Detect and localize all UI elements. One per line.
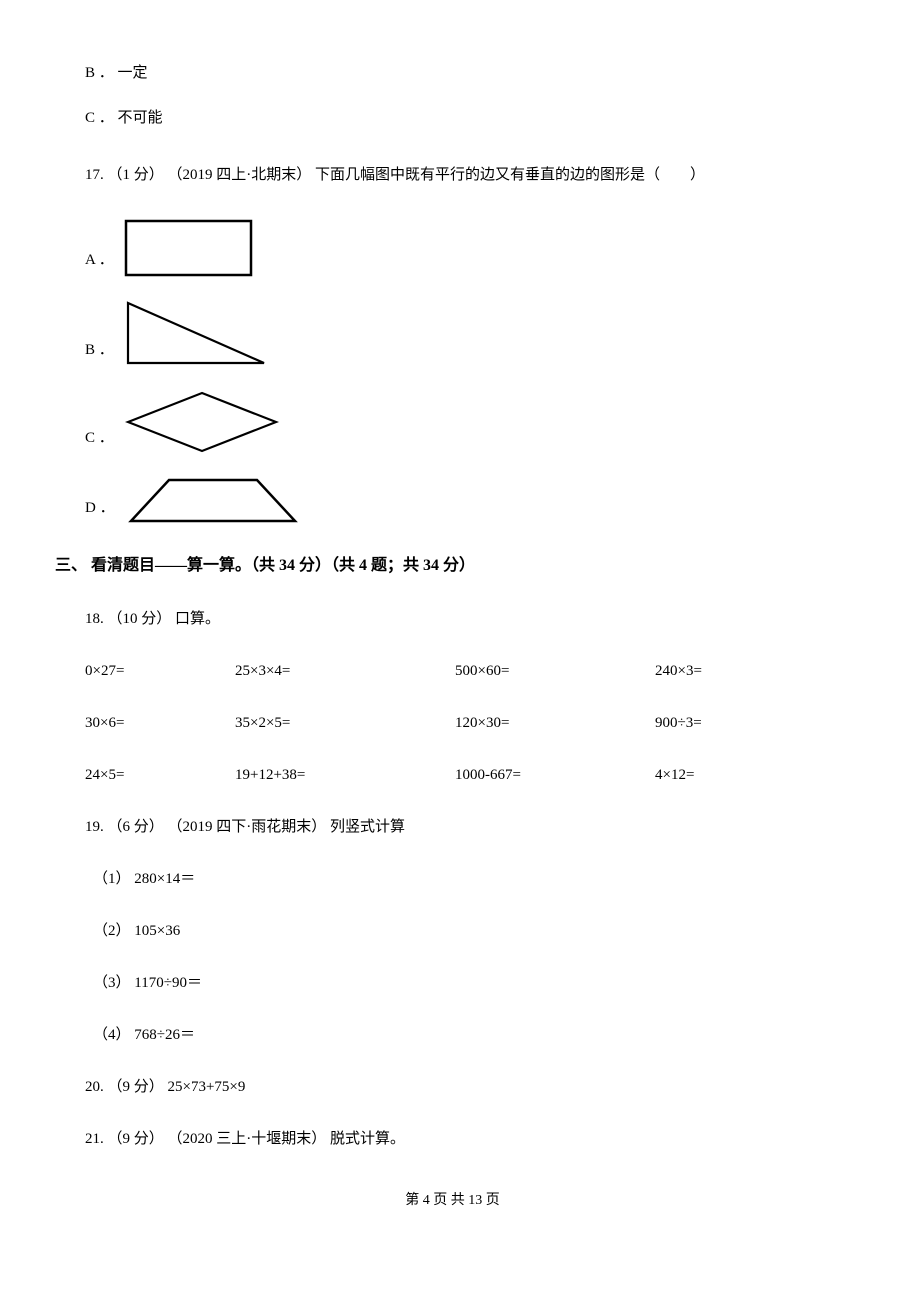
trapezoid-shape	[123, 475, 303, 527]
sub-number: （1）	[93, 871, 131, 887]
question-points: （10 分）	[108, 611, 172, 627]
calc-row: 30×6= 35×2×5= 120×30= 900÷3=	[85, 710, 850, 737]
question-18: 18. （10 分） 口算。	[55, 606, 850, 633]
calc-row: 0×27= 25×3×4= 500×60= 240×3=	[85, 658, 850, 685]
option-a: A ．	[85, 217, 850, 279]
sub-question: （2） 105×36	[93, 918, 850, 945]
sub-number: （2）	[93, 923, 131, 939]
right-triangle-shape	[122, 297, 272, 369]
sub-number: （4）	[93, 1027, 131, 1043]
question-source: （2020 三上·十堰期末）	[168, 1131, 327, 1147]
q17-options-group: A ． B ． C ． D ．	[55, 217, 850, 527]
rhombus-shape	[122, 387, 282, 457]
question-source: （2019 四上·北期末）	[168, 167, 312, 183]
option-label: D ．	[85, 495, 123, 527]
option-b: B ． 一定	[85, 60, 850, 87]
calc-cell: 240×3=	[655, 658, 805, 685]
sub-text: 105×36	[134, 923, 180, 939]
question-number: 17.	[85, 167, 104, 183]
question-19: 19. （6 分） （2019 四下·雨花期末） 列竖式计算	[55, 814, 850, 841]
question-points: （6 分）	[108, 819, 164, 835]
option-label: A ．	[85, 247, 122, 279]
option-label: B ．	[85, 337, 122, 369]
sub-text: 1170÷90＝	[134, 975, 202, 991]
option-label: C ．	[85, 425, 122, 457]
calc-cell: 25×3×4=	[235, 658, 455, 685]
calc-cell: 19+12+38=	[235, 762, 455, 789]
question-text: 脱式计算。	[330, 1131, 405, 1147]
option-c: C ．	[85, 387, 850, 457]
calc-cell: 500×60=	[455, 658, 655, 685]
question-17: 17. （1 分） （2019 四上·北期末） 下面几幅图中既有平行的边又有垂直…	[55, 162, 850, 189]
question-text: 口算。	[175, 611, 220, 627]
q19-subs: （1） 280×14＝ （2） 105×36 （3） 1170÷90＝ （4） …	[55, 866, 850, 1049]
question-number: 18.	[85, 611, 104, 627]
sub-question: （4） 768÷26＝	[93, 1022, 850, 1049]
sub-question: （3） 1170÷90＝	[93, 970, 850, 997]
option-b: B ．	[85, 297, 850, 369]
question-text: 下面几幅图中既有平行的边又有垂直的边的图形是（ ）	[315, 167, 705, 183]
sub-question: （1） 280×14＝	[93, 866, 850, 893]
option-label: B ．	[85, 65, 114, 81]
option-c: C ． 不可能	[85, 105, 850, 132]
question-points: （9 分）	[108, 1131, 164, 1147]
question-points: （9 分）	[108, 1079, 164, 1095]
question-16-continuation: B ． 一定 C ． 不可能	[55, 60, 850, 132]
calc-row: 24×5= 19+12+38= 1000-667= 4×12=	[85, 762, 850, 789]
calc-cell: 30×6=	[85, 710, 235, 737]
option-text: 不可能	[118, 110, 163, 126]
question-source: （2019 四下·雨花期末）	[168, 819, 327, 835]
question-number: 21.	[85, 1131, 104, 1147]
question-21: 21. （9 分） （2020 三上·十堰期末） 脱式计算。	[55, 1126, 850, 1153]
question-text: 25×73+75×9	[168, 1079, 246, 1095]
sub-number: （3）	[93, 975, 131, 991]
option-label: C ．	[85, 110, 114, 126]
page-footer: 第 4 页 共 13 页	[55, 1188, 850, 1213]
calc-cell: 1000-667=	[455, 762, 655, 789]
option-text: 一定	[118, 65, 148, 81]
question-number: 19.	[85, 819, 104, 835]
calc-cell: 120×30=	[455, 710, 655, 737]
option-d: D ．	[85, 475, 850, 527]
question-text: 列竖式计算	[330, 819, 405, 835]
calc-cell: 35×2×5=	[235, 710, 455, 737]
sub-text: 280×14＝	[134, 871, 195, 887]
calc-cell: 24×5=	[85, 762, 235, 789]
calc-cell: 900÷3=	[655, 710, 805, 737]
calc-cell: 4×12=	[655, 762, 805, 789]
rectangle-shape	[122, 217, 257, 279]
question-number: 20.	[85, 1079, 104, 1095]
section-3-heading: 三、 看清题目——算一算。（共 34 分）（共 4 题；共 34 分）	[55, 552, 850, 581]
question-points: （1 分）	[108, 167, 164, 183]
calc-cell: 0×27=	[85, 658, 235, 685]
q18-calc-grid: 0×27= 25×3×4= 500×60= 240×3= 30×6= 35×2×…	[55, 658, 850, 789]
sub-text: 768÷26＝	[134, 1027, 195, 1043]
question-20: 20. （9 分） 25×73+75×9	[55, 1074, 850, 1101]
